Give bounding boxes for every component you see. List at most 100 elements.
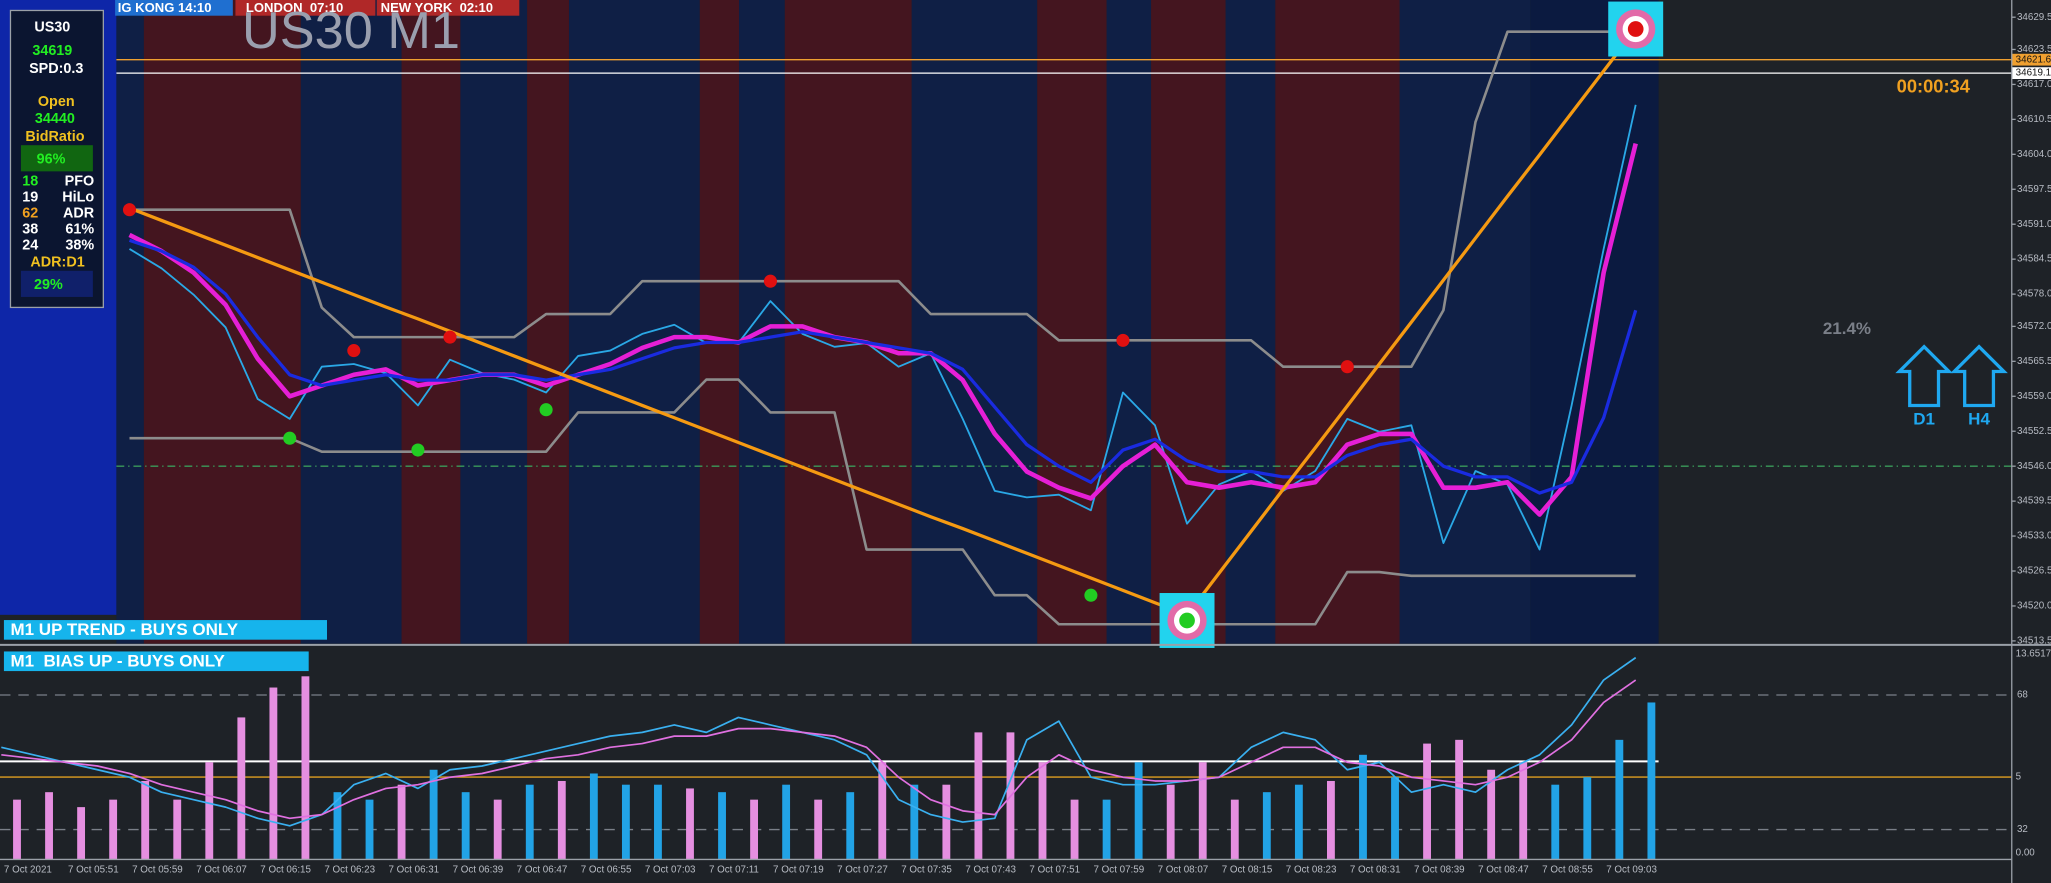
swing-marker bbox=[122, 203, 137, 217]
x-tick-label: 7 Oct 07:59 bbox=[1094, 865, 1145, 876]
histogram-bar bbox=[718, 792, 726, 860]
y-tick-label: 68 bbox=[2017, 690, 2028, 701]
session-band bbox=[1037, 0, 1107, 644]
y-axis-label: 5 bbox=[2016, 772, 2022, 783]
series-line bbox=[1, 679, 1637, 820]
info-row-value: 24 bbox=[22, 237, 38, 253]
x-tick-label: 7 Oct 05:59 bbox=[132, 865, 183, 876]
session-label: LONDON 07:10 bbox=[246, 0, 343, 15]
session-bands bbox=[116, 0, 1659, 644]
x-tick-label: 7 Oct 08:55 bbox=[1542, 865, 1593, 876]
info-row-label: HiLo bbox=[62, 190, 94, 206]
info-row-label: PFO bbox=[65, 174, 95, 190]
histogram-bar bbox=[333, 792, 342, 860]
open-price: 34440 bbox=[35, 111, 75, 127]
swing-marker bbox=[1084, 588, 1098, 602]
histogram-bar bbox=[814, 799, 823, 860]
info-row-label: 61% bbox=[65, 222, 94, 238]
session-label: NEW YORK 02:10 bbox=[381, 0, 493, 15]
price-level-label: 34621.6 bbox=[2016, 54, 2051, 65]
y-axis-label: 13.6517 bbox=[2016, 649, 2051, 660]
info-row-value: 38 bbox=[22, 222, 38, 238]
price-level-box bbox=[2011, 67, 2051, 80]
histogram-bar bbox=[1166, 784, 1175, 860]
histogram-bar bbox=[1198, 762, 1207, 860]
histogram-bar bbox=[461, 792, 470, 860]
y-tick-label: 34610.5 bbox=[2017, 114, 2051, 125]
histogram-bar bbox=[750, 799, 759, 860]
trend-arrow bbox=[1950, 344, 2008, 408]
histogram-bar bbox=[365, 799, 374, 860]
histogram-bar bbox=[269, 687, 278, 860]
histogram-bar bbox=[205, 762, 214, 860]
histogram-bar bbox=[1391, 777, 1399, 860]
y-tick-label: 34623.5 bbox=[2017, 44, 2051, 55]
info-row-value: 19 bbox=[22, 190, 38, 206]
open-label: Open bbox=[38, 94, 75, 110]
swing-marker bbox=[443, 330, 457, 344]
histogram-bar bbox=[878, 762, 887, 860]
histogram-bar bbox=[13, 799, 21, 860]
swing-marker bbox=[283, 431, 297, 445]
x-tick-label: 7 Oct 06:15 bbox=[260, 865, 311, 876]
histogram-bar bbox=[141, 780, 150, 860]
histogram-bar bbox=[1294, 784, 1303, 860]
arrow-label: H4 bbox=[1968, 409, 1990, 428]
session-band bbox=[460, 0, 528, 644]
y-tick-label: 32 bbox=[2017, 824, 2028, 835]
info-row-label: 38% bbox=[65, 237, 94, 253]
histogram-bar bbox=[910, 784, 919, 860]
bid-ratio: 96% bbox=[37, 151, 66, 167]
swing-marker bbox=[763, 274, 777, 288]
y-tick-label: 34559.0 bbox=[2017, 391, 2051, 402]
y-tick-label: 34513.5 bbox=[2017, 636, 2051, 647]
y-tick-label: 34591.0 bbox=[2017, 219, 2051, 230]
arrow-label: D1 bbox=[1913, 409, 1935, 428]
bid-ratio-box bbox=[20, 145, 93, 172]
histogram-bar bbox=[782, 784, 791, 860]
swing-marker bbox=[347, 344, 361, 358]
session-box bbox=[235, 0, 376, 16]
session-band bbox=[143, 0, 301, 644]
histogram-bar bbox=[45, 792, 53, 860]
swing-marker bbox=[539, 403, 553, 417]
info-row-value: 18 bbox=[22, 174, 38, 190]
histogram-bar bbox=[1647, 702, 1656, 860]
session-band bbox=[739, 0, 785, 644]
chart-title: US30 M1 bbox=[242, 2, 460, 60]
y-tick-label: 34572.0 bbox=[2017, 321, 2051, 332]
swing-marker bbox=[411, 443, 425, 457]
y-tick-label: 34604.0 bbox=[2017, 149, 2051, 160]
y-tick-label: 34617.0 bbox=[2017, 79, 2051, 90]
session-band bbox=[1399, 0, 1531, 644]
histogram-bar bbox=[1423, 743, 1431, 860]
x-tick-label: 7 Oct 07:19 bbox=[773, 865, 824, 876]
x-tick-label: 7 Oct 06:39 bbox=[453, 865, 504, 876]
x-tick-label: 7 Oct 06:07 bbox=[196, 865, 247, 876]
histogram-bar bbox=[1038, 762, 1047, 860]
histogram-bar bbox=[1519, 762, 1528, 860]
session-band bbox=[699, 0, 740, 644]
histogram-bar bbox=[1134, 762, 1143, 860]
swing-marker bbox=[1340, 360, 1354, 374]
bias-banner: M1 BIAS UP - BUYS ONLY bbox=[10, 651, 225, 670]
y-tick-label: 34552.5 bbox=[2017, 426, 2051, 437]
y-axis-label: 0.00 bbox=[2016, 848, 2036, 859]
x-tick-label: 7 Oct 07:43 bbox=[965, 865, 1016, 876]
bar-countdown: 00:00:34 bbox=[1897, 75, 1971, 96]
price-level-box bbox=[2011, 53, 2051, 66]
histogram-bar bbox=[301, 676, 310, 860]
bid-price: 34619 bbox=[32, 43, 72, 59]
y-tick-label: 34546.0 bbox=[2017, 461, 2051, 472]
trend-arrow bbox=[1895, 344, 1953, 408]
y-tick-label: 34565.5 bbox=[2017, 356, 2051, 367]
session-band bbox=[1225, 0, 1276, 644]
session-band bbox=[300, 0, 402, 644]
histogram-bar bbox=[1615, 739, 1624, 860]
bid-ratio-label: BidRatio bbox=[25, 129, 84, 145]
bias-banner-box bbox=[3, 651, 309, 672]
info-row-label: ADR bbox=[63, 206, 95, 222]
session-band bbox=[1275, 0, 1400, 644]
